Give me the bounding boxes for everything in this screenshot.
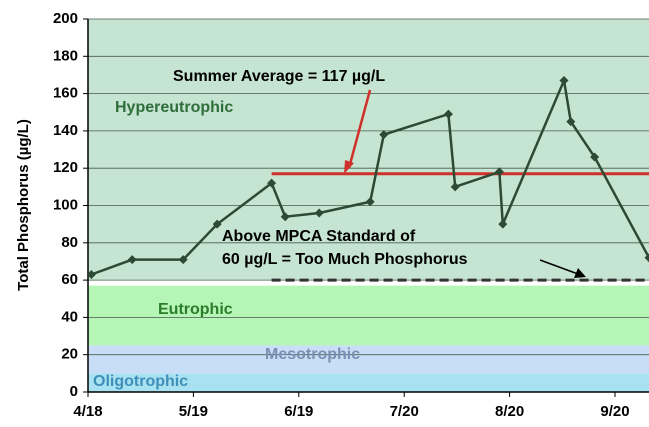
data-point	[365, 197, 375, 207]
y-tick-label: 120	[53, 159, 78, 176]
y-tick-label: 160	[53, 85, 78, 102]
data-point	[498, 219, 508, 229]
annotation-arrow	[539, 259, 579, 275]
annotation: 60 µg/L = Too Much Phosphorus	[222, 251, 468, 268]
y-tick-label: 140	[53, 122, 78, 139]
zone-label: Oligotrophic	[93, 373, 188, 390]
data-point	[178, 255, 188, 265]
arrow-head	[574, 268, 586, 278]
data-point	[127, 255, 137, 265]
data-point	[566, 117, 576, 127]
y-tick-label: 200	[53, 10, 78, 27]
annotation-arrow	[347, 89, 372, 169]
data-point	[280, 212, 290, 222]
x-tick-label: 7/20	[390, 403, 419, 420]
zone-label: Hypereutrophic	[115, 99, 233, 116]
y-tick-label: 40	[61, 308, 78, 325]
data-point	[314, 208, 324, 218]
data-point	[212, 219, 222, 229]
y-tick-label: 180	[53, 47, 78, 64]
y-axis-label: Total Phosphorus (µg/L)	[15, 119, 32, 291]
data-point	[443, 109, 453, 119]
y-tick-label: 60	[61, 271, 78, 288]
series-group	[88, 76, 649, 280]
x-tick-label: 5/19	[179, 403, 208, 420]
zone-label: Eutrophic	[158, 301, 233, 318]
x-tick-label: 6/19	[284, 403, 313, 420]
arrow-head	[344, 160, 354, 174]
data-point	[494, 167, 504, 177]
zone-band	[88, 19, 649, 281]
x-tick-label: 9/20	[600, 403, 629, 420]
data-point	[559, 76, 569, 86]
x-tick-label: 4/18	[73, 403, 102, 420]
zone-band	[88, 285, 649, 346]
y-tick-label: 0	[70, 383, 78, 400]
annotation: Above MPCA Standard of	[222, 228, 416, 245]
zone-label: Mesotrophic	[265, 346, 360, 363]
zone-band	[88, 345, 649, 374]
y-tick-label: 80	[61, 234, 78, 251]
data-point	[379, 130, 389, 140]
zone-band	[88, 373, 649, 392]
y-tick-label: 100	[53, 196, 78, 213]
annotation: Summer Average = 117 µg/L	[173, 68, 385, 85]
y-tick-label: 20	[61, 346, 78, 363]
data-point	[450, 182, 460, 192]
data-point	[267, 178, 277, 188]
data-point	[590, 152, 600, 162]
x-tick-label: 8/20	[495, 403, 524, 420]
data-point	[644, 253, 649, 263]
data-point	[88, 270, 96, 280]
